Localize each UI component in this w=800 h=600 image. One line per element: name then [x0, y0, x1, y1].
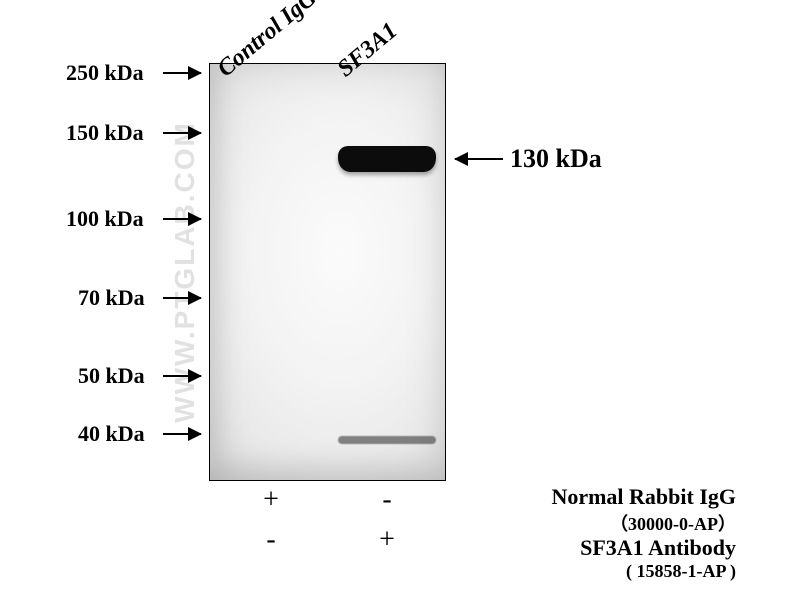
row2-lane2-value: +	[372, 524, 402, 556]
blot-image	[209, 63, 446, 481]
legend-row1-cat-val: 30000-0-AP	[628, 514, 718, 534]
mw-arrow-40	[163, 433, 201, 435]
mw-label-250: 250 kDa	[66, 60, 144, 86]
mw-label-40: 40 kDa	[78, 421, 145, 447]
row2-lane1-value: -	[256, 524, 286, 556]
legend-row1-name: Normal Rabbit IgG	[551, 484, 736, 510]
legend-row1-cat: （30000-0-AP）	[551, 510, 736, 536]
mw-label-150: 150 kDa	[66, 120, 144, 146]
legend-row-1: Normal Rabbit IgG （30000-0-AP）	[551, 484, 736, 536]
row1-lane1-value: +	[256, 484, 286, 516]
mw-arrow-50	[163, 375, 201, 377]
band-main-130kda	[338, 146, 436, 172]
legend-row2-cat-val: 15858-1-AP	[637, 561, 726, 581]
mw-label-50: 50 kDa	[78, 363, 145, 389]
figure-container: WWW.PTGLAB.COM Control IgG SF3A1 250 kDa…	[0, 0, 800, 600]
band-pointer-arrow	[455, 158, 503, 160]
mw-arrow-100	[163, 218, 201, 220]
legend-row-2: SF3A1 Antibody ( 15858-1-AP )	[580, 535, 736, 582]
row1-lane2-value: -	[372, 484, 402, 516]
mw-arrow-70	[163, 297, 201, 299]
band-faint	[338, 436, 436, 444]
mw-label-70: 70 kDa	[78, 285, 145, 311]
mw-label-100: 100 kDa	[66, 206, 144, 232]
mw-arrow-250	[163, 72, 201, 74]
blot-vignette	[210, 64, 445, 480]
mw-arrow-150	[163, 132, 201, 134]
legend-row2-name: SF3A1 Antibody	[580, 535, 736, 561]
band-pointer-label: 130 kDa	[510, 144, 602, 174]
legend-row2-cat: ( 15858-1-AP )	[580, 561, 736, 582]
